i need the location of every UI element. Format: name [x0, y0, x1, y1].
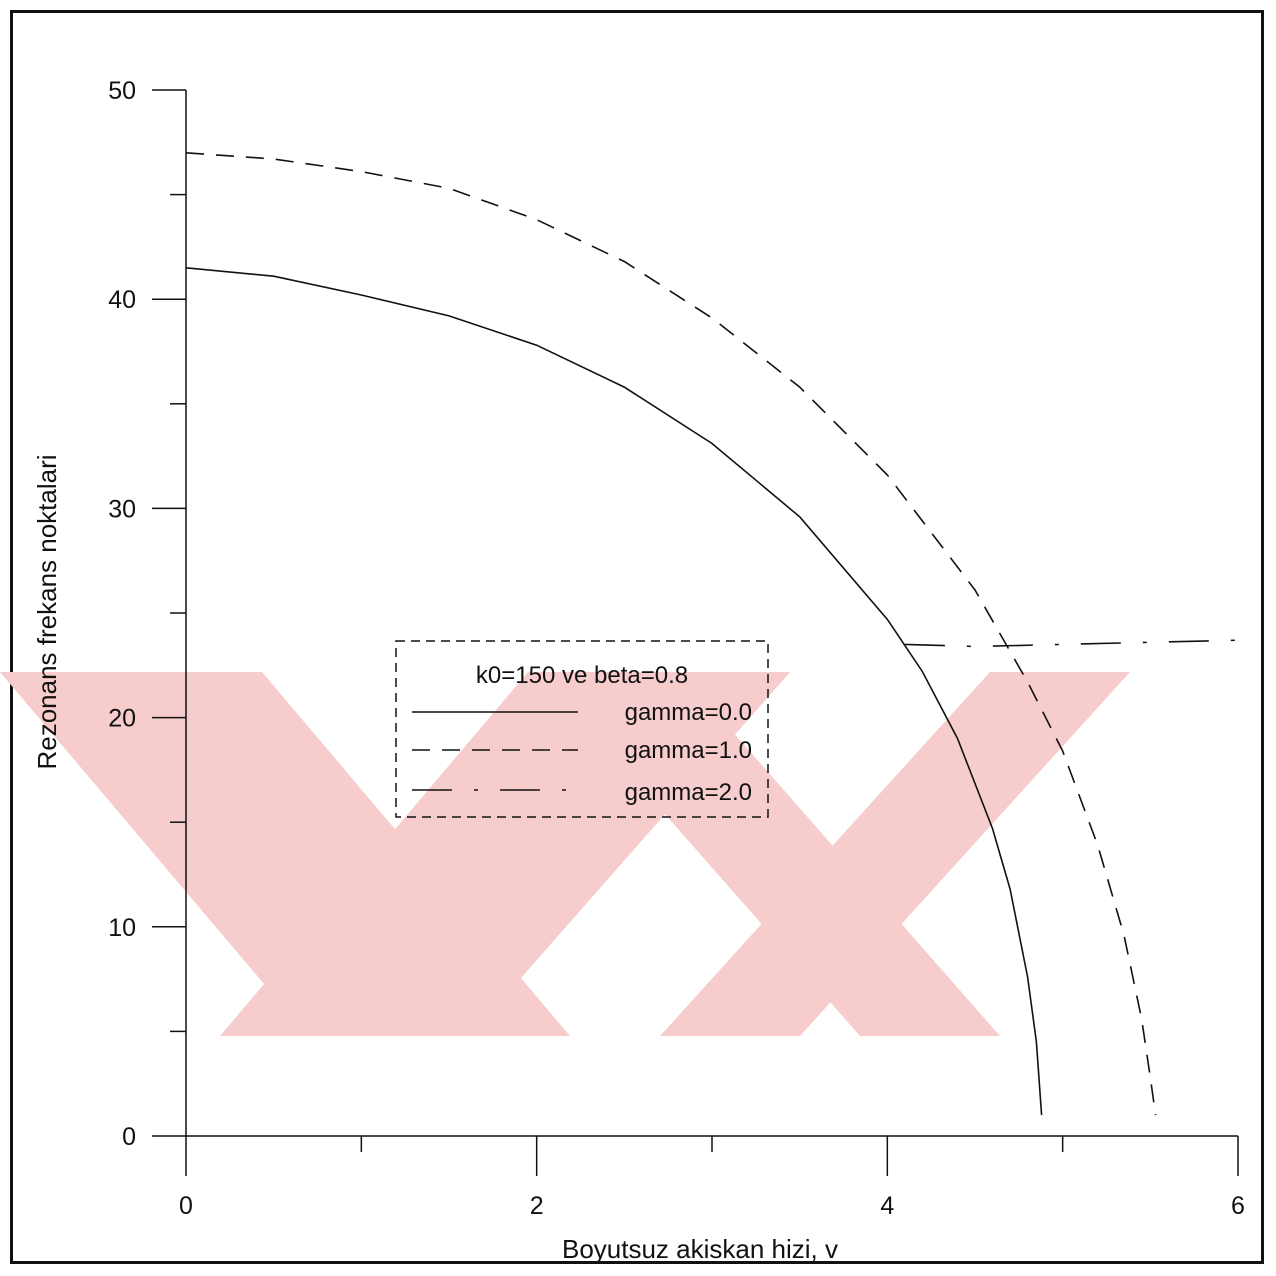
y-tick-label-20: 20: [108, 705, 136, 733]
legend-entry-gamma-0: gamma=0.0: [625, 699, 752, 726]
x-axis-title: Boyutsuz akiskan hizi, v: [562, 1234, 838, 1264]
x-tick-label-6: 6: [1231, 1192, 1245, 1220]
watermark-stroke-4: [330, 672, 790, 1036]
axes: 0 10 20 30 40 50 0 2 4 6: [108, 77, 1245, 1220]
watermark-logo: [0, 672, 1130, 1036]
legend: k0=150 ve beta=0.8 gamma=0.0 gamma=1.0 g…: [395, 640, 769, 818]
y-tick-label-0: 0: [122, 1123, 136, 1151]
series-line-gamma-1-0: [185, 152, 1157, 1116]
watermark-stroke-2: [220, 672, 660, 1036]
x-tick-label-0: 0: [179, 1192, 193, 1220]
series-line-gamma-2-0: [904, 639, 1239, 648]
y-tick-label-10: 10: [108, 914, 136, 942]
series-layer: [185, 152, 1239, 1116]
y-tick-label-40: 40: [108, 286, 136, 314]
legend-entry-gamma-2: gamma=2.0: [625, 779, 752, 806]
x-tick-label-2: 2: [530, 1192, 544, 1220]
legend-entry-gamma-1: gamma=1.0: [625, 737, 752, 764]
watermark-stroke-5: [660, 672, 1130, 1036]
x-tick-label-4: 4: [880, 1192, 894, 1220]
series-line-gamma-0-0: [185, 267, 1043, 1116]
y-tick-label-50: 50: [108, 77, 136, 105]
y-axis-title: Rezonans frekans noktalari: [32, 454, 62, 769]
legend-box: [395, 640, 769, 818]
figure-frame: [10, 10, 1264, 1264]
legend-title: k0=150 ve beta=0.8: [476, 662, 688, 689]
y-tick-label-30: 30: [108, 495, 136, 523]
